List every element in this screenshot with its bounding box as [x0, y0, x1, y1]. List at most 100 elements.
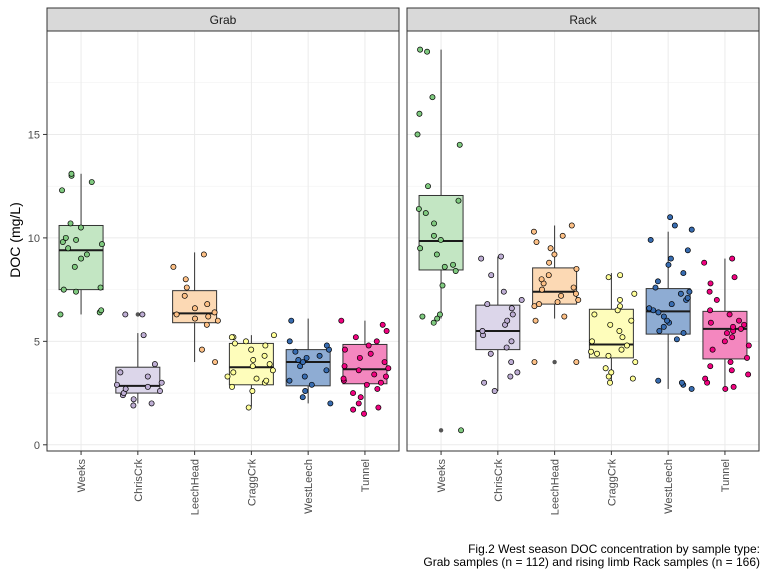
data-point — [605, 274, 612, 281]
data-point — [327, 400, 334, 407]
data-point — [713, 297, 720, 303]
data-point — [350, 406, 357, 413]
data-point — [430, 232, 437, 239]
data-point — [417, 46, 424, 53]
data-point — [554, 299, 561, 305]
data-point — [383, 328, 390, 334]
y-axis-label: DOC (mg/L) — [7, 202, 23, 277]
data-point — [539, 286, 545, 293]
data-point — [437, 311, 443, 318]
data-point — [65, 245, 72, 252]
data-point — [262, 342, 269, 349]
data-point — [414, 131, 421, 138]
data-point — [183, 284, 190, 291]
data-point — [607, 321, 614, 328]
data-point — [341, 346, 348, 353]
data-point — [589, 338, 595, 345]
data-point — [99, 241, 105, 248]
data-point — [545, 272, 552, 279]
data-point — [724, 330, 730, 337]
data-point — [591, 311, 598, 318]
data-point — [214, 317, 221, 324]
data-point — [729, 255, 736, 262]
box-iqr — [285, 349, 331, 387]
data-point — [617, 303, 623, 310]
data-point — [500, 288, 507, 295]
data-point — [729, 334, 736, 341]
data-point — [631, 290, 638, 297]
box-leechhead — [170, 251, 221, 365]
data-point — [67, 220, 74, 227]
data-point — [727, 359, 734, 365]
x-tick-label: Tunnel — [720, 459, 732, 492]
data-point — [340, 375, 347, 382]
data-point — [664, 317, 671, 324]
data-point — [518, 297, 525, 303]
data-point — [377, 379, 384, 386]
data-point — [261, 352, 268, 359]
data-point — [701, 259, 708, 266]
data-point — [430, 319, 437, 326]
data-point — [170, 263, 177, 270]
data-point — [269, 367, 276, 374]
data-point — [250, 357, 257, 363]
data-point — [286, 377, 293, 384]
data-point — [297, 363, 304, 370]
data-point — [199, 346, 205, 353]
y-tick-label: 0 — [34, 440, 40, 452]
data-point — [338, 317, 345, 324]
data-point — [62, 234, 69, 241]
data-point — [355, 367, 362, 374]
data-point — [509, 311, 516, 318]
data-point — [684, 294, 691, 301]
data-point — [144, 383, 151, 390]
data-point — [588, 348, 594, 355]
data-point — [433, 251, 440, 258]
data-point — [655, 309, 662, 316]
data-point — [375, 404, 382, 411]
data-point — [536, 301, 542, 308]
data-point — [533, 239, 540, 245]
y-tick-label: 15 — [28, 129, 40, 141]
box-craggcrk — [588, 272, 639, 386]
data-point — [673, 336, 680, 343]
data-point — [730, 323, 736, 330]
data-point — [78, 255, 85, 262]
data-point — [686, 288, 693, 295]
caption-line-2: Grab samples (n = 112) and rising limb R… — [423, 555, 760, 569]
data-point — [507, 373, 514, 380]
data-point — [547, 245, 554, 252]
data-point — [59, 239, 66, 245]
data-point — [573, 265, 580, 272]
data-point — [441, 263, 448, 270]
data-point — [646, 305, 653, 312]
data-point — [508, 338, 515, 345]
data-point — [365, 342, 372, 349]
data-point — [352, 334, 359, 341]
box-chriscrk — [113, 311, 165, 409]
data-point — [660, 323, 667, 330]
data-point — [608, 369, 615, 376]
data-point — [429, 94, 436, 101]
data-point — [374, 385, 381, 392]
data-point — [680, 270, 687, 277]
panel-border — [406, 30, 760, 452]
data-point — [323, 367, 330, 374]
data-point — [737, 325, 744, 332]
data-point — [531, 359, 538, 365]
panel-title: Rack — [569, 13, 597, 27]
data-point — [381, 359, 388, 365]
data-point — [605, 373, 612, 380]
data-point — [299, 394, 306, 401]
x-tick-label: CraggCrk — [606, 459, 618, 507]
box-craggcrk — [224, 332, 277, 411]
data-point — [286, 338, 293, 345]
box-weeks — [57, 170, 105, 318]
data-point — [573, 290, 579, 297]
data-point — [728, 367, 735, 374]
data-point — [721, 338, 728, 345]
panel-border — [46, 30, 400, 452]
data-point — [113, 381, 120, 388]
data-point — [117, 369, 124, 376]
